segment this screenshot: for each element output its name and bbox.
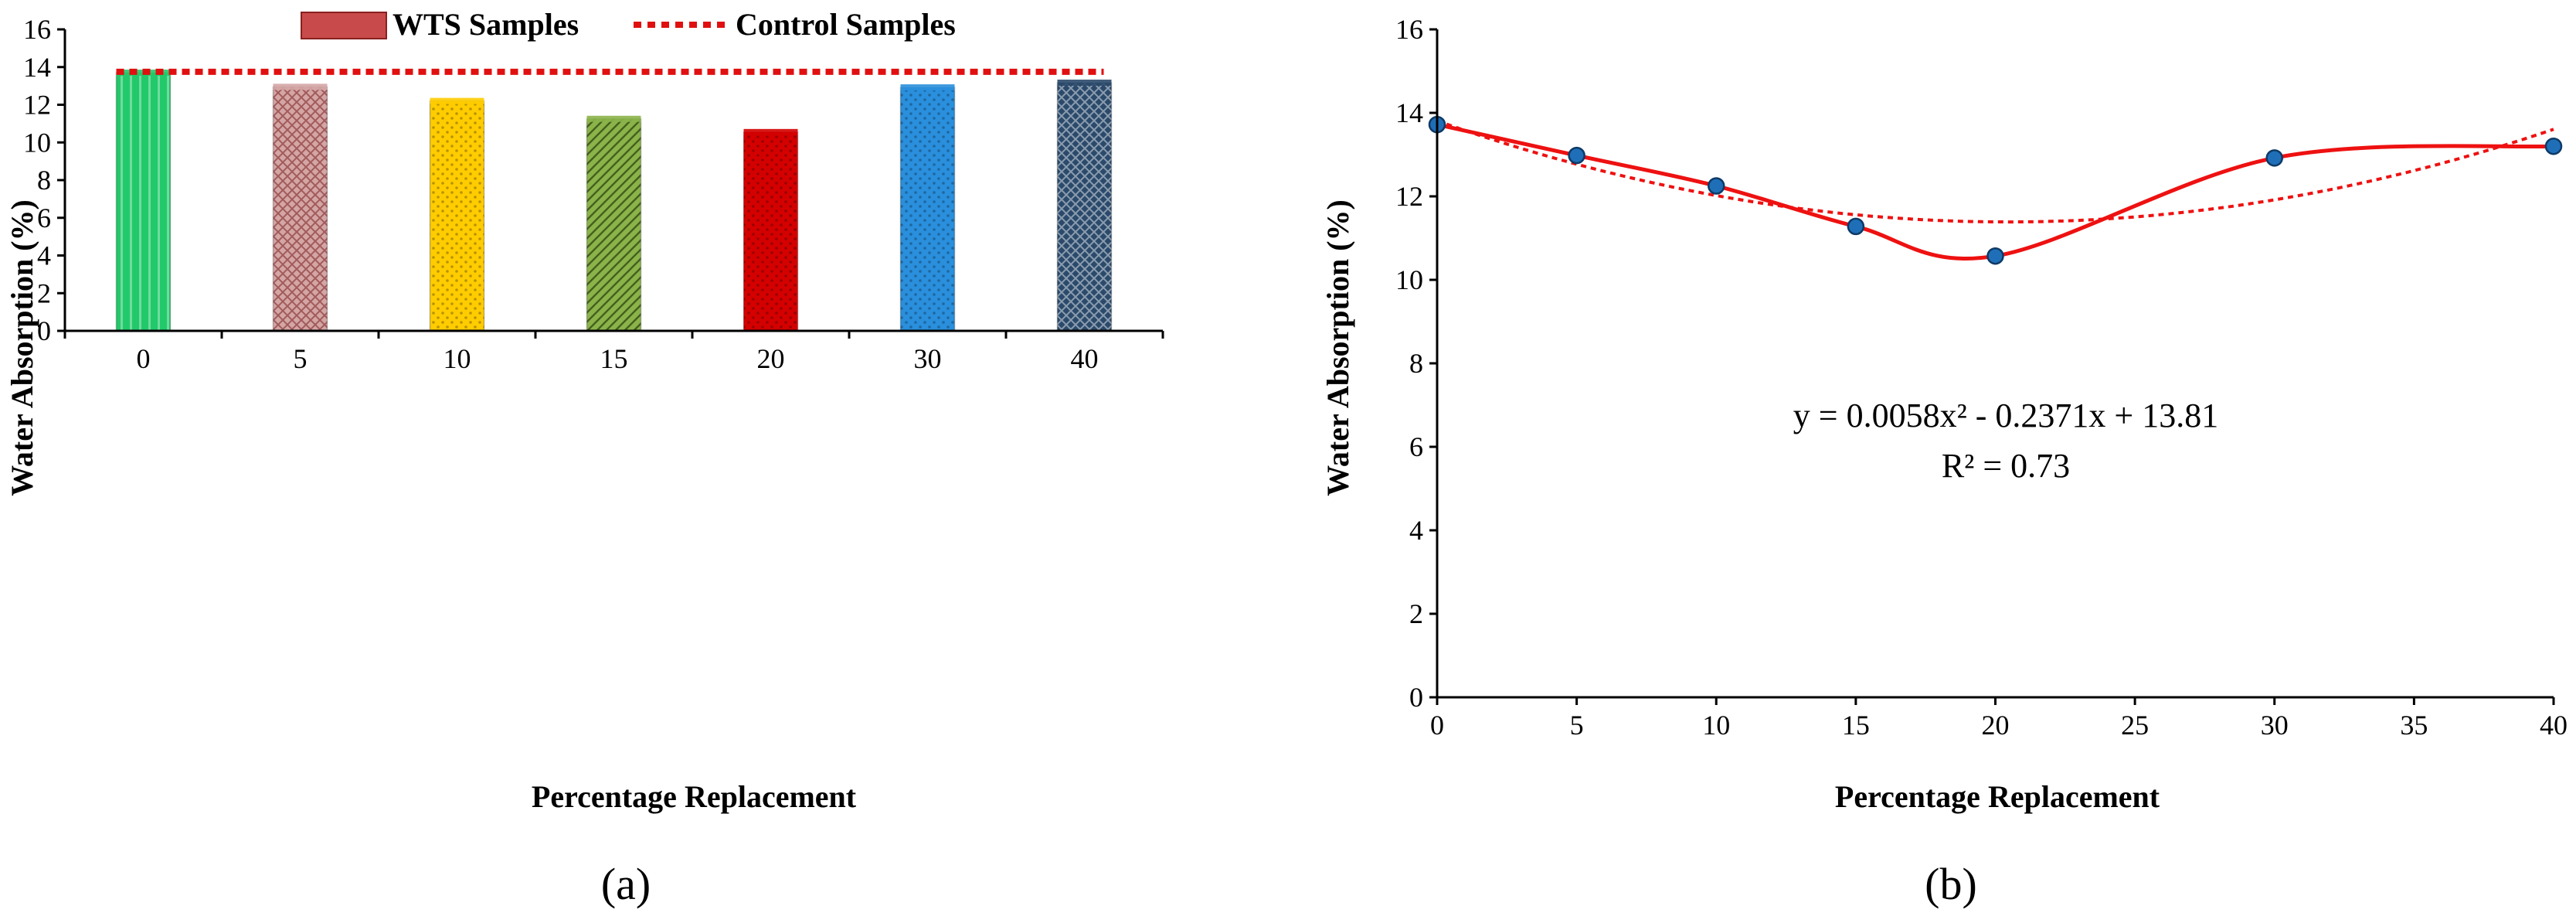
- x-tick-label-b: 40: [2540, 710, 2568, 741]
- x-tick-label-a: 15: [600, 343, 628, 374]
- panel-label-b: (b): [1925, 859, 1977, 909]
- data-point-5: [1568, 146, 1585, 165]
- x-tick-label-b: 30: [2261, 710, 2289, 741]
- bar-top-20: [743, 128, 798, 135]
- bar-top-10: [430, 97, 484, 104]
- trendline-curve: [1436, 119, 2554, 224]
- bar-0: [115, 72, 172, 332]
- y-tick-label-b: 4: [1409, 515, 1423, 546]
- data-series-line: [1436, 122, 2554, 261]
- chart-b: Water Absorption (%) Percentage Replacem…: [1320, 14, 2568, 909]
- x-axis-title-b: Percentage Replacement: [1835, 779, 2160, 814]
- data-points-b: [1428, 115, 2563, 265]
- x-tick-label-b: 20: [1982, 710, 2010, 741]
- bar-top-30: [900, 84, 955, 91]
- y-tick-label-a: 14: [23, 52, 51, 83]
- data-point-40: [2544, 137, 2563, 155]
- x-tick-label-a: 20: [757, 343, 785, 374]
- y-tick-label-b: 6: [1409, 431, 1423, 462]
- y-tick-label-a: 6: [37, 203, 51, 233]
- legend-label-wts: WTS Samples: [393, 7, 579, 42]
- chart-a: WTS Samples Control Samples Water Absorp…: [5, 7, 1164, 909]
- y-tick-label-a: 10: [23, 127, 51, 158]
- x-tick-label-b: 10: [1702, 710, 1730, 741]
- y-axis-title-b: Water Absorption (%): [1320, 199, 1355, 496]
- x-axis-title-a: Percentage Replacement: [532, 779, 857, 814]
- bar-20: [743, 131, 799, 332]
- axes-b: 0 2 4 6 8 10 12 14 16 0 5 10 15 20 25 30 35 40: [1395, 14, 2568, 741]
- y-tick-label-a: 4: [37, 240, 51, 271]
- legend-label-control: Control Samples: [736, 7, 956, 42]
- data-point-30: [2265, 149, 2283, 167]
- x-tick-label-b: 25: [2121, 710, 2149, 741]
- bar-top-40: [1057, 79, 1112, 86]
- y-axis-title-a: Water Absorption (%): [5, 199, 39, 496]
- bars-a: [115, 70, 1113, 332]
- x-tick-label-a: 10: [443, 343, 471, 374]
- data-point-15: [1847, 217, 1865, 236]
- x-tick-label-a: 5: [294, 343, 308, 374]
- trendline-r-squared: R² = 0.73: [1942, 447, 2070, 485]
- panel-label-a: (a): [601, 859, 651, 909]
- y-tick-label-a: 12: [23, 90, 51, 121]
- bar-40: [1056, 82, 1113, 332]
- x-tick-label-b: 15: [1842, 710, 1870, 741]
- y-tick-label-b: 12: [1395, 181, 1423, 212]
- y-tick-label-a: 0: [37, 315, 51, 346]
- bar-10: [429, 100, 485, 332]
- bar-30: [899, 87, 956, 332]
- data-point-20: [1986, 247, 2004, 265]
- y-tick-label-a: 2: [37, 278, 51, 308]
- x-tick-label-a: 40: [1071, 343, 1099, 374]
- legend-a: WTS Samples Control Samples: [301, 7, 956, 42]
- legend-swatch-wts: [301, 12, 387, 39]
- x-tick-label-b: 35: [2400, 710, 2428, 741]
- x-tick-label-a: 0: [137, 343, 151, 374]
- y-tick-label-b: 10: [1395, 264, 1423, 295]
- trendline-equation: y = 0.0058x² - 0.2371x + 13.81: [1793, 397, 2218, 434]
- y-tick-label-b: 14: [1395, 97, 1423, 128]
- x-tick-label-b: 0: [1430, 710, 1444, 741]
- y-tick-label-b: 8: [1409, 348, 1423, 379]
- axes-a: 0 2 4 6 8 10 12 14 16 0 5 10 15 20 30 40: [23, 14, 1164, 374]
- bar-15: [586, 118, 642, 332]
- y-tick-label-b: 2: [1409, 598, 1423, 629]
- x-tick-label-b: 5: [1570, 710, 1584, 741]
- y-tick-label-a: 16: [23, 14, 51, 45]
- bar-5: [272, 86, 328, 332]
- y-tick-label-b: 16: [1395, 14, 1423, 45]
- y-tick-label-a: 8: [37, 165, 51, 196]
- y-tick-label-b: 0: [1409, 682, 1423, 713]
- x-tick-label-a: 30: [914, 343, 942, 374]
- bar-top-15: [586, 115, 641, 122]
- data-point-10: [1708, 177, 1725, 195]
- bar-top-5: [273, 83, 328, 90]
